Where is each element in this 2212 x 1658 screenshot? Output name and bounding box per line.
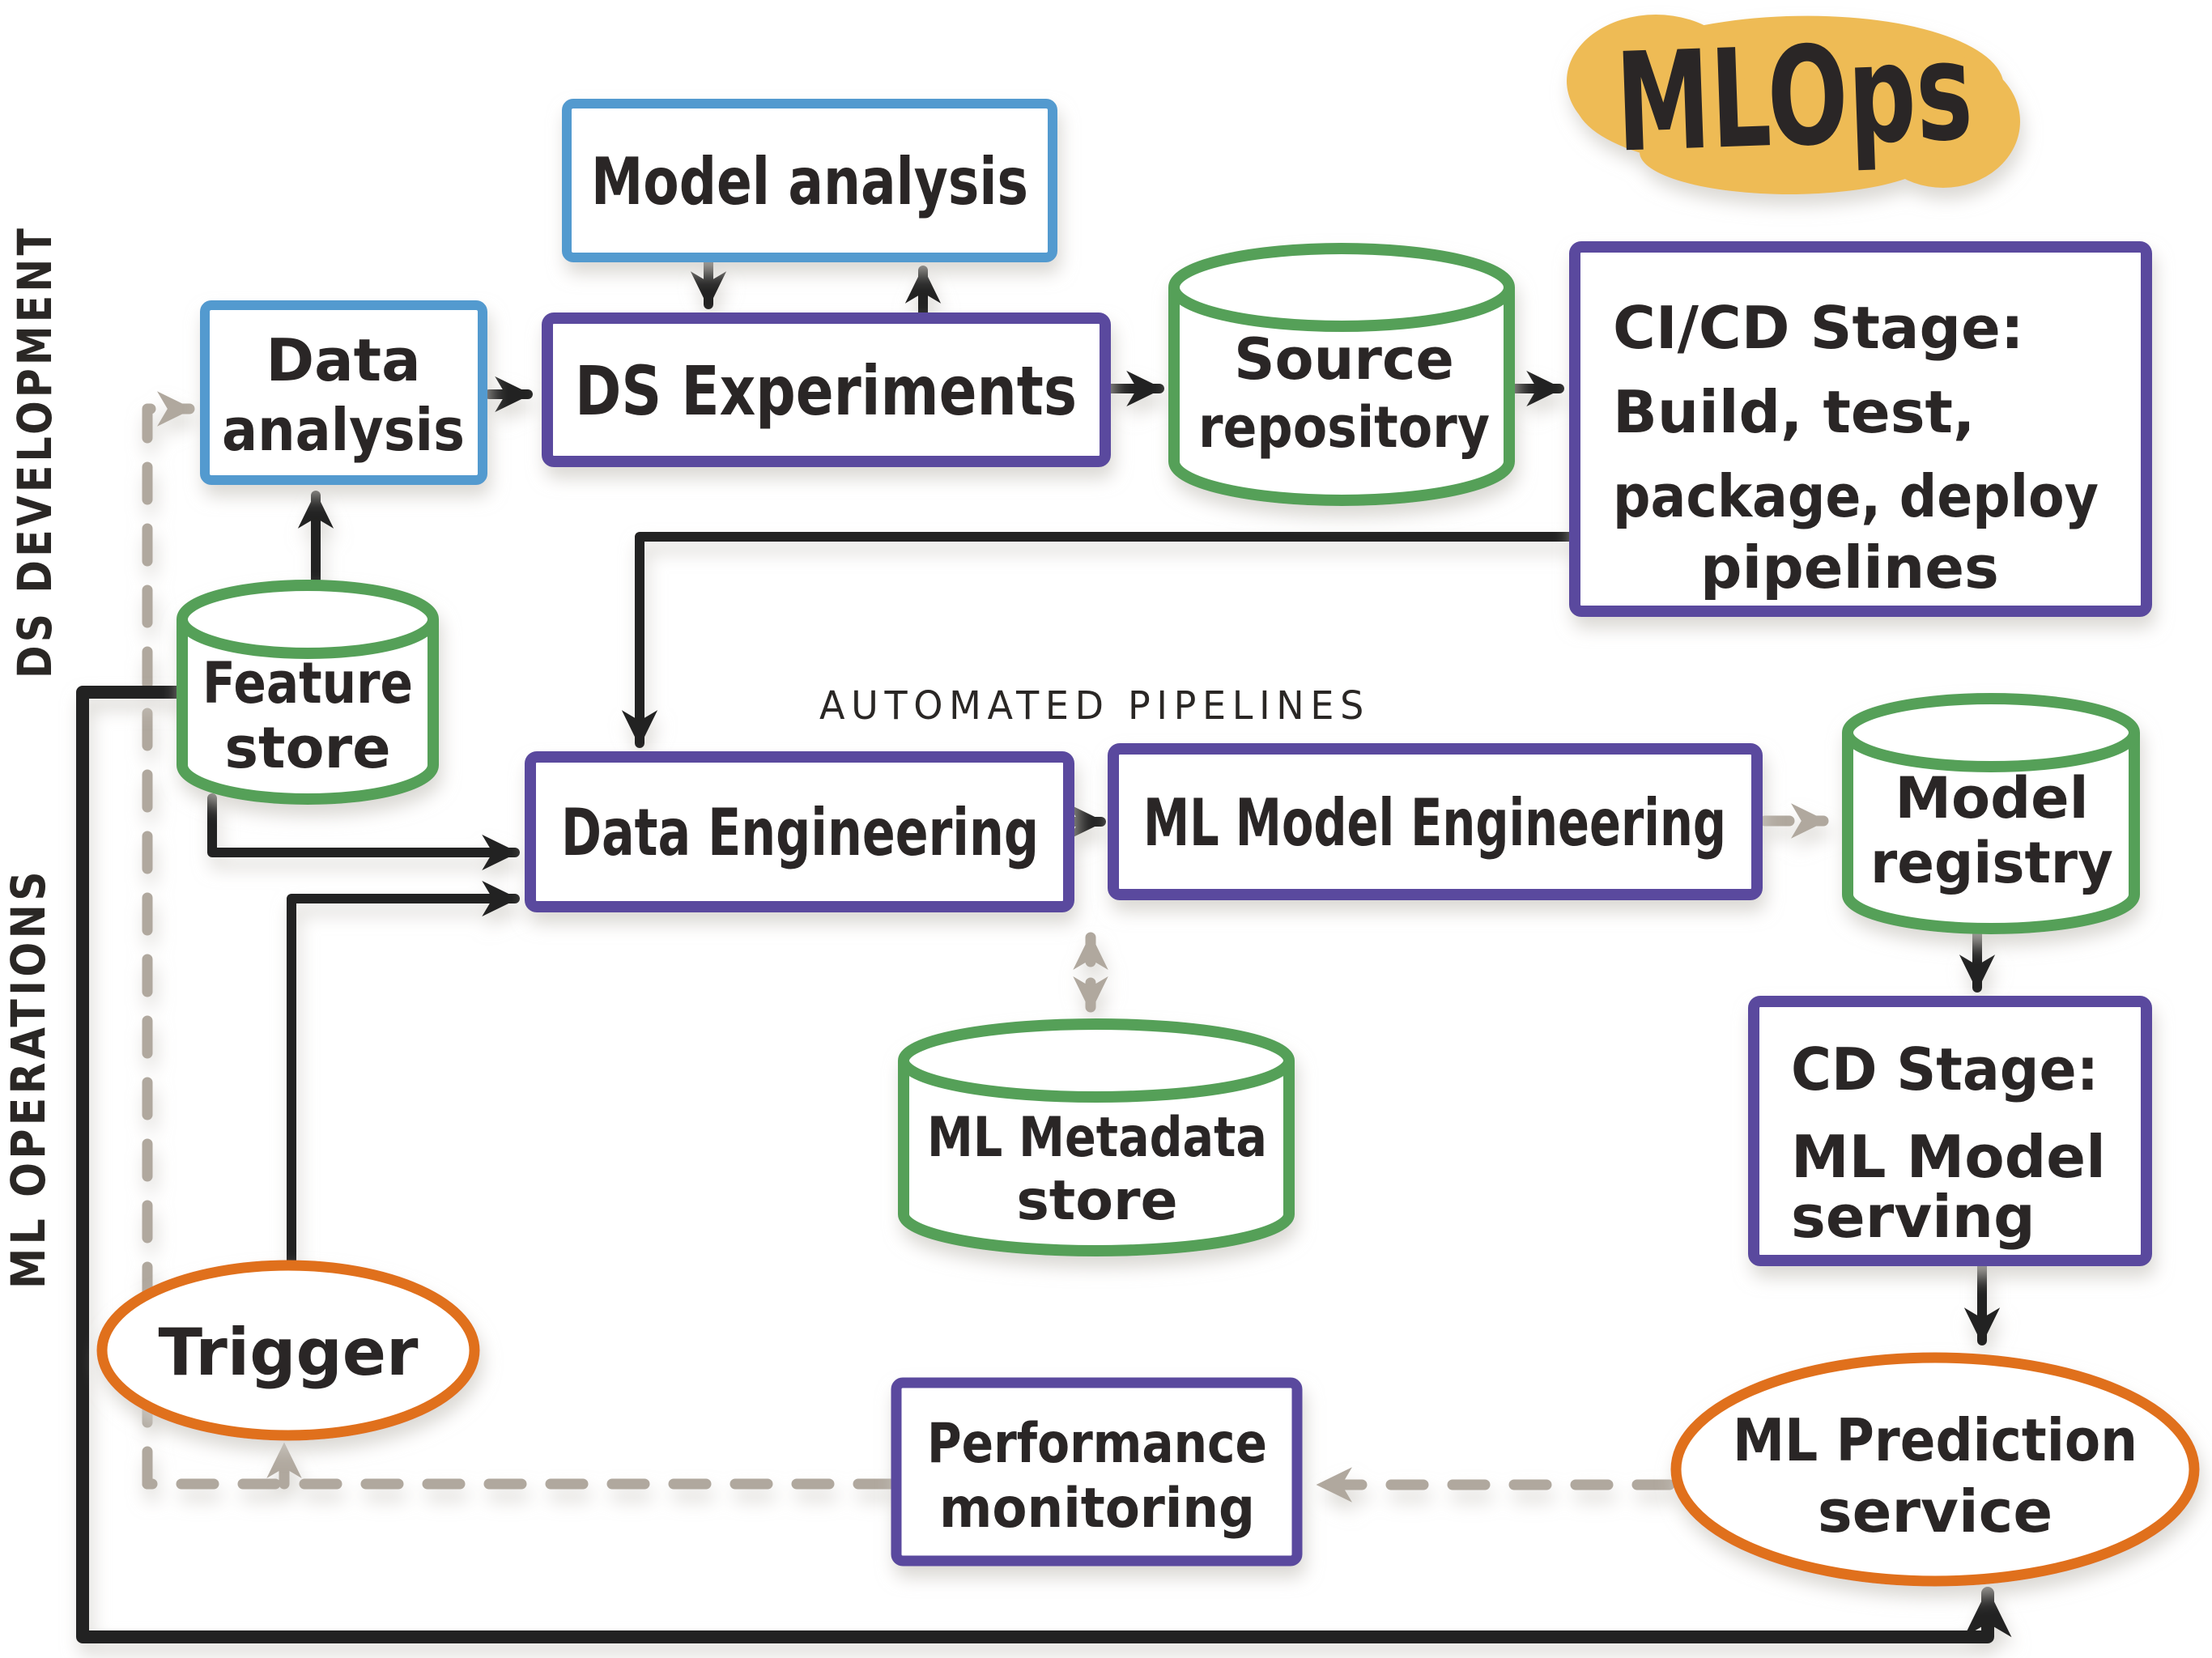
title-blob-left bbox=[1567, 15, 1745, 147]
node-model-registry: Model registry bbox=[1842, 693, 2140, 934]
data-analysis-label-line1: Data bbox=[266, 326, 420, 394]
ds-experiments-box bbox=[542, 312, 1111, 467]
ci-cd-label-line2: Build, test, bbox=[1613, 378, 1975, 446]
node-trigger: Trigger bbox=[96, 1260, 480, 1441]
ml-prediction-service-label-line2: service bbox=[1818, 1477, 2052, 1545]
source-repository-label-line1: Source bbox=[1234, 326, 1454, 393]
ml-prediction-service-ellipse bbox=[1670, 1352, 2200, 1587]
node-performance-monitoring: Performance monitoring bbox=[891, 1377, 1303, 1567]
dashed-feedback-edges bbox=[142, 391, 1829, 1503]
node-cd-stage: CD Stage: ML Model serving bbox=[1748, 996, 2152, 1266]
performance-monitoring-box bbox=[891, 1377, 1303, 1567]
ml-metadata-store-cylinder-top bbox=[898, 1018, 1295, 1103]
caption-automated-pipelines: AUTOMATED PIPELINES bbox=[819, 683, 1370, 729]
node-ml-metadata-store: ML Metadata store bbox=[898, 1018, 1295, 1256]
node-ds-experiments: DS Experiments bbox=[542, 312, 1111, 467]
side-label-ds-development: DS DEVELOPMENT bbox=[7, 225, 62, 678]
data-analysis-box bbox=[200, 300, 487, 485]
model-registry-label-line2: registry bbox=[1870, 830, 2113, 896]
title-group: MLOps bbox=[1567, 11, 2020, 194]
ci-cd-label-line4: pipelines bbox=[1700, 534, 1999, 602]
source-repository-label-line2: repository bbox=[1198, 394, 1490, 461]
node-data-analysis: Data analysis bbox=[200, 300, 487, 485]
trigger-ellipse bbox=[96, 1260, 480, 1441]
feature-store-cylinder-body bbox=[177, 619, 439, 805]
node-feature-store: Feature store bbox=[177, 580, 439, 805]
ds-experiments-label: DS Experiments bbox=[575, 351, 1077, 431]
node-model-analysis: Model analysis bbox=[562, 99, 1057, 262]
dashed-arrow-feedback-to-data-analysis bbox=[142, 391, 195, 1490]
model-registry-cylinder-top bbox=[1842, 693, 2140, 772]
performance-monitoring-label-line1: Performance bbox=[927, 1412, 1267, 1476]
data-engineering-label: Data Engineering bbox=[561, 795, 1039, 870]
ml-model-engineering-label: ML Model Engineering bbox=[1143, 785, 1726, 861]
solid-flow-edges bbox=[76, 257, 2012, 1643]
feature-store-cylinder-top bbox=[177, 580, 439, 659]
line-featurestore-to-prediction-service bbox=[76, 686, 2012, 1643]
cd-stage-label-line2: ML Model bbox=[1791, 1123, 2106, 1191]
title-blob-bottom bbox=[1640, 110, 1939, 194]
ci-cd-label-line3: package, deploy bbox=[1613, 462, 2099, 530]
data-analysis-label-line2: analysis bbox=[222, 396, 465, 464]
side-label-ml-operations: ML OPERATIONS bbox=[1, 868, 56, 1289]
arrow-featurestore-to-data-engineering bbox=[207, 793, 520, 871]
cd-stage-box bbox=[1748, 996, 2152, 1266]
model-registry-cylinder-body bbox=[1842, 733, 2140, 934]
cd-stage-label-line3: serving bbox=[1791, 1183, 2035, 1251]
ml-metadata-store-cylinder-body bbox=[898, 1061, 1295, 1256]
node-ci-cd-stage: CI/CD Stage: Build, test, package, deplo… bbox=[1569, 241, 2152, 617]
feature-store-label-line1: Feature bbox=[202, 650, 413, 716]
page-title: MLOps bbox=[1614, 11, 1976, 182]
model-analysis-label: Model analysis bbox=[591, 144, 1028, 219]
node-ml-model-engineering: ML Model Engineering bbox=[1108, 743, 1763, 900]
trigger-label: Trigger bbox=[159, 1315, 419, 1390]
title-highlight-blob bbox=[1567, 15, 2020, 194]
node-ml-prediction-service: ML Prediction service bbox=[1670, 1352, 2200, 1587]
node-data-engineering: Data Engineering bbox=[525, 751, 1074, 912]
ml-metadata-store-label-line1: ML Metadata bbox=[927, 1106, 1267, 1170]
data-engineering-box bbox=[525, 751, 1074, 912]
cd-stage-label-line1: CD Stage: bbox=[1791, 1035, 2099, 1103]
ci-cd-stage-box bbox=[1569, 241, 2152, 617]
ml-metadata-store-label-line2: store bbox=[1016, 1169, 1177, 1233]
ml-prediction-service-label-line1: ML Prediction bbox=[1733, 1406, 2138, 1474]
ci-cd-label-line1: CI/CD Stage: bbox=[1613, 294, 2024, 362]
node-source-repository: Source repository bbox=[1168, 243, 1515, 506]
arrow-trigger-to-data-engineering bbox=[287, 880, 520, 1266]
model-analysis-box bbox=[562, 99, 1057, 262]
model-registry-label-line1: Model bbox=[1895, 765, 2088, 831]
ml-model-engineering-box bbox=[1108, 743, 1763, 900]
arrow-cicd-to-data-engineering bbox=[621, 532, 1576, 748]
source-repository-cylinder-body bbox=[1168, 287, 1515, 506]
feature-store-label-line2: store bbox=[224, 715, 390, 781]
performance-monitoring-label-line2: monitoring bbox=[939, 1477, 1255, 1541]
source-repository-cylinder-top bbox=[1168, 243, 1515, 332]
